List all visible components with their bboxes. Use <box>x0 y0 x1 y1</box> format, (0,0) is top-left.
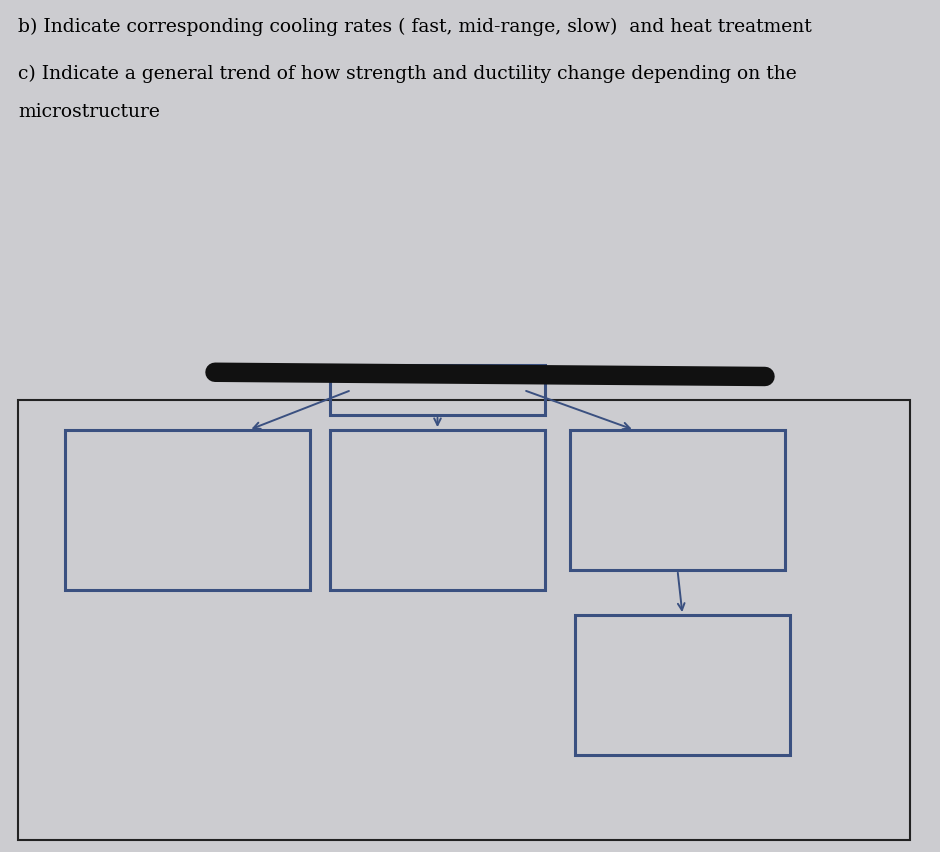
Bar <box>570 430 785 570</box>
Text: c) Indicate a general trend of how strength and ductility change depending on th: c) Indicate a general trend of how stren… <box>18 65 797 83</box>
Text: microstructure: microstructure <box>18 103 160 121</box>
Bar <box>330 430 545 590</box>
Bar <box>65 430 310 590</box>
Bar <box>330 365 545 415</box>
Text: b) Indicate corresponding cooling rates ( fast, mid-range, slow)  and heat treat: b) Indicate corresponding cooling rates … <box>18 18 812 37</box>
Bar <box>575 615 790 755</box>
Bar <box>18 400 910 840</box>
